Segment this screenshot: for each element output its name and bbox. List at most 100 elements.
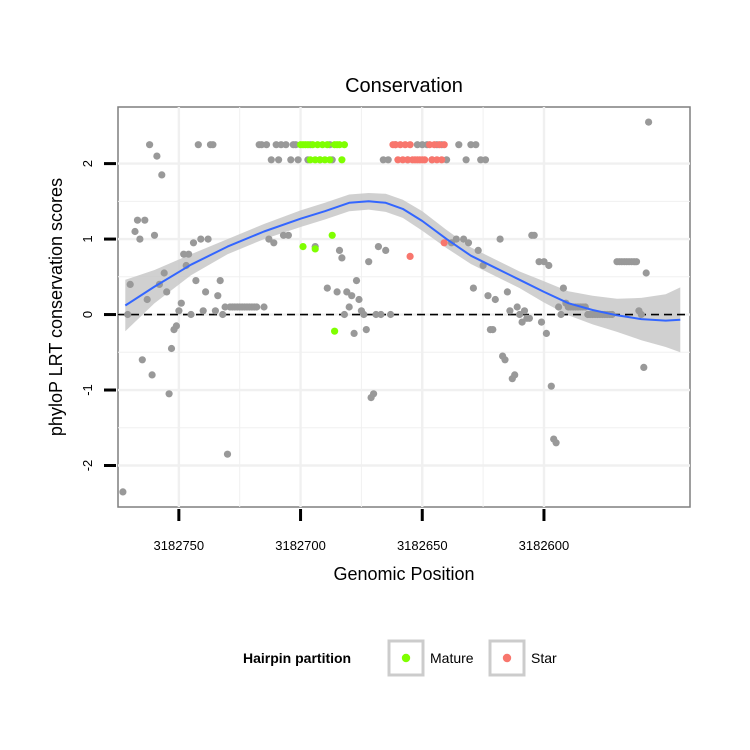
point-other [262,141,271,149]
point-other [199,307,207,315]
point-mature [328,231,336,239]
point-star [406,252,414,260]
point-other [491,295,499,304]
point-mature [299,243,307,251]
point-other [503,288,511,296]
point-other [555,303,563,311]
point-other [260,303,268,311]
y-tick-label: -1 [80,384,95,396]
legend-swatch-mature [401,653,411,663]
point-other [141,216,149,224]
point-mature [338,156,346,164]
point-mature [311,245,319,253]
point-other [275,156,283,164]
point-other [287,156,295,164]
confidence-band [125,193,681,353]
point-other [177,299,185,307]
y-tick-label: -2 [80,460,95,472]
point-other [338,254,346,262]
axes: -2 -1 0 1 2 3182750 3182700 3182650 3182600 [80,160,569,553]
point-other [352,277,361,285]
point-other [501,356,509,364]
point-other [165,390,173,398]
point-other [335,246,344,254]
point-other [645,118,653,126]
point-other [632,258,641,266]
point-other [496,235,504,243]
point-other [143,295,151,304]
point-other [216,277,224,285]
point-other [552,439,560,447]
point-other [219,310,227,319]
point-other [284,231,292,239]
point-other [513,303,521,311]
point-other [472,141,480,149]
point-other [160,269,168,277]
point-other [214,292,222,300]
point-other [540,258,548,266]
point-other [185,250,193,258]
point-other [484,292,492,300]
point-star [438,156,446,164]
point-other [223,450,232,458]
point-other [136,235,144,243]
legend-label-mature: Mature [430,650,474,666]
point-other [189,239,198,247]
point-other [506,307,514,315]
smooth-line [124,200,681,322]
point-other [518,318,526,326]
point-other [197,235,205,243]
point-other [294,156,302,164]
point-other [537,318,546,326]
point-other [360,310,368,319]
y-axis-title: phyloP LRT conservation scores [46,178,66,436]
x-tick-label: 3182600 [519,538,570,553]
smooth-confidence-band [125,193,681,353]
x-tick-label: 3182750 [154,538,205,553]
point-other [637,310,645,319]
legend-item-mature: Mature [387,639,474,677]
point-other [153,152,161,160]
point-other [382,246,390,254]
point-other [163,288,171,296]
point-other [333,288,341,296]
point-other [343,288,351,296]
point-other [348,292,356,300]
x-tick-label: 3182700 [275,538,326,553]
y-tick-label: 1 [80,235,95,242]
point-other [464,239,473,247]
x-tick-label: 3182650 [397,538,448,553]
point-other [340,310,348,319]
point-other [355,295,363,304]
point-other [481,156,490,164]
point-other [365,258,373,266]
point-star [440,239,448,247]
point-other [387,310,395,319]
point-other [530,231,538,239]
point-other [119,488,127,496]
point-other [455,141,463,149]
point-other [126,280,134,288]
point-other [460,235,468,243]
point-other [374,243,382,251]
legend: Hairpin partition Mature Star [243,639,557,677]
point-other [559,284,568,292]
point-mature [331,327,339,335]
point-other [211,307,219,315]
legend-swatch-star [502,653,512,663]
point-other [384,156,392,164]
point-mature [323,141,331,149]
point-other [362,326,370,334]
point-other [253,303,261,311]
point-other [146,141,154,149]
point-star [440,141,448,149]
point-other [209,141,217,149]
point-other [345,303,353,311]
point-other [172,322,180,330]
y-tick-label: 0 [80,311,95,318]
point-other [516,310,524,319]
point-other [557,310,565,319]
point-other [194,141,202,149]
grid-lines [118,107,690,507]
point-other [158,171,166,179]
